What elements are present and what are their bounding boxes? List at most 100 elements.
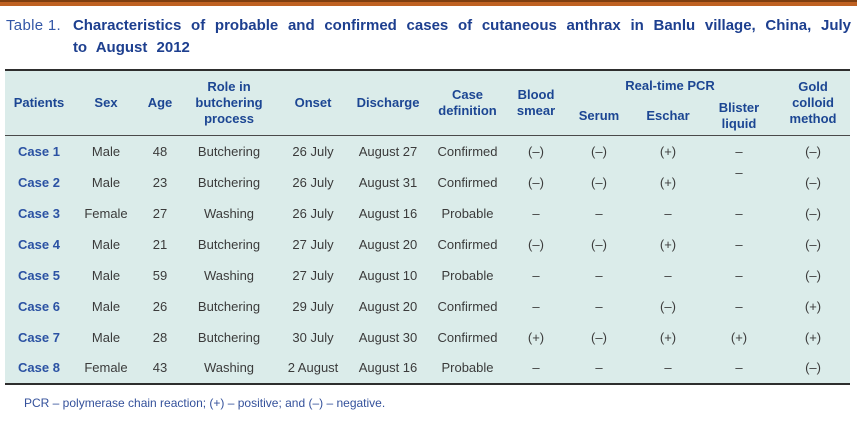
cell-onset: 26 July: [292, 205, 334, 221]
cell-case-definition: Confirmed: [437, 236, 498, 252]
cell-eschar: (+): [659, 144, 677, 159]
table-body: Case 1 Male 48 Butchering 26 July August…: [5, 136, 850, 384]
column-header-eschar: Eschar: [646, 107, 690, 123]
cell-onset: 29 July: [292, 298, 334, 314]
cell-case-definition: Confirmed: [437, 329, 498, 345]
cell-blister-liquid: –: [702, 164, 776, 198]
raised-dash: –: [735, 164, 743, 180]
column-header-gold-colloid: Gold colloid method: [789, 78, 837, 127]
table-row: Case 5 Male 59 Washing 27 July August 10…: [5, 260, 850, 291]
cell-patient: Case 5: [18, 267, 60, 283]
cell-role: Butchering: [197, 298, 261, 314]
cell-discharge: August 20: [358, 298, 418, 314]
cell-role: Butchering: [197, 174, 261, 190]
cell-patient: Case 2: [18, 174, 60, 190]
column-header-patients: Patients: [13, 94, 65, 110]
cell-discharge: August 20: [358, 236, 418, 252]
cell-discharge: August 30: [358, 329, 418, 345]
cell-onset: 2 August: [287, 360, 339, 376]
column-group-header-realtime-pcr: Real-time PCR: [625, 77, 715, 93]
cell-blood-smear: (–): [528, 236, 544, 252]
cell-gold-colloid: (–): [805, 360, 821, 376]
cell-serum: (–): [591, 329, 607, 345]
cell-eschar: (+): [659, 329, 677, 345]
column-header-case-definition: Case definition: [438, 86, 497, 118]
cell-role: Washing: [203, 205, 255, 221]
cell-role: Butchering: [197, 236, 261, 252]
cell-blister-liquid: –: [735, 205, 743, 221]
cell-sex: Male: [91, 174, 121, 190]
cell-role: Butchering: [197, 144, 261, 159]
column-header-sex: Sex: [94, 94, 118, 110]
column-header-blister-liquid: Blister liquid: [718, 99, 760, 131]
cell-blood-smear: (–): [528, 144, 544, 159]
cell-sex: Male: [91, 298, 121, 314]
cell-age: 43: [152, 360, 168, 376]
column-header-age: Age: [147, 94, 173, 110]
column-header-role: Role in butchering process: [195, 78, 263, 127]
cell-onset: 27 July: [292, 267, 334, 283]
cell-sex: Male: [91, 329, 121, 345]
cell-blister-liquid: (+): [730, 329, 748, 345]
cell-case-definition: Probable: [441, 360, 494, 376]
cell-gold-colloid: (+): [804, 329, 822, 345]
cell-discharge: August 16: [358, 360, 418, 376]
cell-sex: Female: [84, 360, 128, 376]
cell-eschar: (–): [660, 298, 676, 314]
cell-onset: 26 July: [292, 174, 334, 190]
cell-age: 23: [152, 174, 168, 190]
cell-serum: (–): [591, 236, 607, 252]
cell-age: 21: [152, 236, 168, 252]
cell-blister-liquid: –: [735, 236, 743, 252]
cell-gold-colloid: (+): [804, 298, 822, 314]
cell-onset: 27 July: [292, 236, 334, 252]
table-row: Case 3 Female 27 Washing 26 July August …: [5, 198, 850, 229]
cell-gold-colloid: (–): [805, 267, 821, 283]
cell-eschar: –: [664, 205, 672, 221]
table-number-label: Table 1.: [6, 17, 61, 34]
cell-blister-liquid: –: [735, 298, 743, 314]
cell-serum: –: [595, 205, 603, 221]
cell-blood-smear: –: [532, 298, 540, 314]
cell-blister-liquid: –: [735, 144, 743, 159]
cell-eschar: (+): [659, 174, 677, 190]
table-title: Characteristics of probable and confirme…: [72, 17, 851, 56]
cell-patient: Case 3: [18, 205, 60, 221]
cell-sex: Male: [91, 144, 121, 159]
cell-patient: Case 7: [18, 329, 60, 345]
cell-gold-colloid: (–): [805, 144, 821, 159]
cell-discharge: August 16: [358, 205, 418, 221]
cell-eschar: –: [664, 360, 672, 376]
cell-sex: Male: [91, 236, 121, 252]
cell-sex: Male: [91, 267, 121, 283]
cell-case-definition: Probable: [441, 267, 494, 283]
cell-role: Butchering: [197, 329, 261, 345]
table-row: Case 1 Male 48 Butchering 26 July August…: [5, 136, 850, 167]
cell-blood-smear: (+): [527, 329, 545, 345]
cell-blister-liquid: –: [735, 360, 743, 376]
table-caption: Table 1. Characteristics of probable and…: [0, 6, 857, 69]
cell-age: 28: [152, 329, 168, 345]
cell-onset: 30 July: [292, 329, 334, 345]
table-row: Case 7 Male 28 Butchering 30 July August…: [5, 322, 850, 353]
cell-role: Washing: [203, 267, 255, 283]
table-row: Case 4 Male 21 Butchering 27 July August…: [5, 229, 850, 260]
table-row: Case 8 Female 43 Washing 2 August August…: [5, 353, 850, 384]
cell-sex: Female: [84, 205, 128, 221]
cell-age: 27: [152, 205, 168, 221]
cell-case-definition: Confirmed: [437, 174, 498, 190]
column-header-onset: Onset: [294, 94, 332, 110]
column-header-serum: Serum: [578, 107, 620, 123]
cell-discharge: August 10: [358, 267, 418, 283]
table-header: Patients Sex Age Role in butchering proc…: [5, 70, 851, 136]
cell-eschar: (+): [659, 236, 677, 252]
cell-age: 59: [152, 267, 168, 283]
table-row: Case 2 Male 23 Butchering 26 July August…: [5, 164, 850, 198]
top-accent-rule: [0, 0, 857, 6]
cell-case-definition: Confirmed: [437, 144, 498, 159]
cell-eschar: –: [664, 267, 672, 283]
cell-discharge: August 27: [358, 144, 418, 159]
cell-case-definition: Probable: [441, 205, 494, 221]
cell-blister-liquid: –: [735, 267, 743, 283]
cell-discharge: August 31: [358, 174, 418, 190]
